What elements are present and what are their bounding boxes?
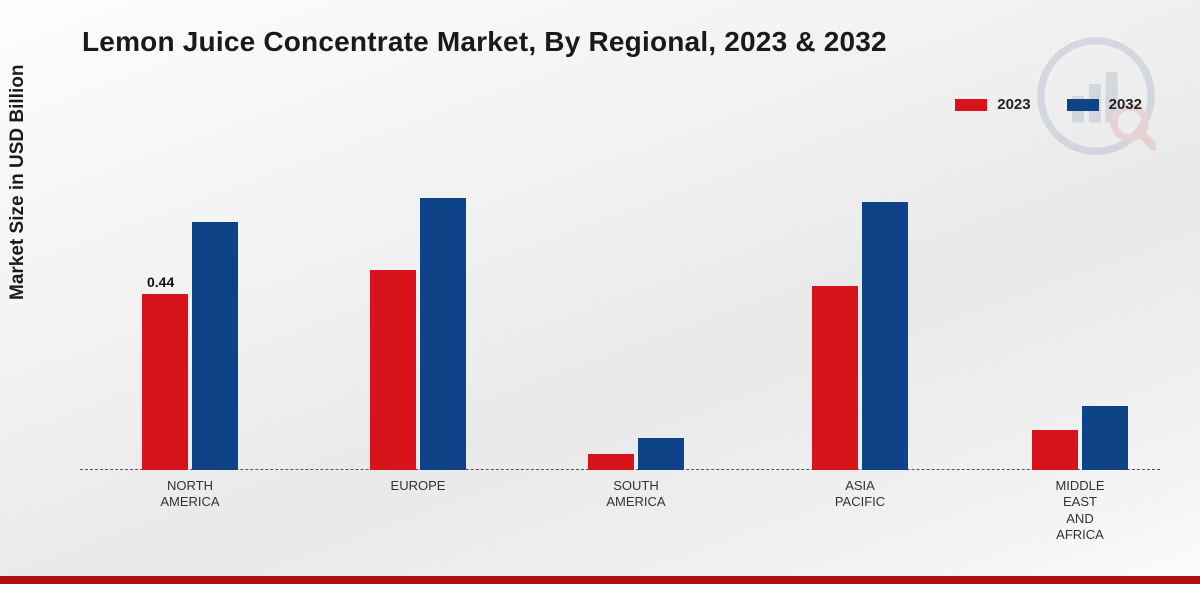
bar (142, 294, 188, 470)
bar-group (812, 202, 908, 470)
x-tick-label: SOUTH AMERICA (576, 478, 696, 511)
bar (370, 270, 416, 470)
bar (420, 198, 466, 470)
bar (1082, 406, 1128, 470)
x-tick-label: ASIA PACIFIC (800, 478, 920, 511)
x-tick-label: NORTH AMERICA (130, 478, 250, 511)
legend-item-2023: 2023 (955, 96, 1030, 113)
legend: 2023 2032 (955, 96, 1142, 113)
legend-label-2023: 2023 (997, 96, 1030, 113)
bar (192, 222, 238, 470)
chart-title: Lemon Juice Concentrate Market, By Regio… (82, 26, 887, 58)
legend-swatch-2032 (1067, 99, 1099, 111)
bar (588, 454, 634, 470)
bar-group (588, 438, 684, 470)
footer-white (0, 584, 1200, 600)
footer-bar (0, 576, 1200, 600)
bar-value-label: 0.44 (147, 274, 174, 290)
bar (638, 438, 684, 470)
bar (862, 202, 908, 470)
chart-canvas: Lemon Juice Concentrate Market, By Regio… (0, 0, 1200, 600)
bar-group (1032, 406, 1128, 470)
plot-area: 0.44 (80, 150, 1160, 470)
y-axis-label: Market Size in USD Billion (7, 65, 29, 300)
legend-swatch-2023 (955, 99, 987, 111)
bar-group (142, 222, 238, 470)
footer-accent (0, 576, 1200, 584)
legend-label-2032: 2032 (1109, 96, 1142, 113)
bar (812, 286, 858, 470)
bar (1032, 430, 1078, 470)
x-tick-label: EUROPE (358, 478, 478, 494)
legend-item-2032: 2032 (1067, 96, 1142, 113)
bar-group (370, 198, 466, 470)
x-tick-label: MIDDLE EAST AND AFRICA (1020, 478, 1140, 543)
